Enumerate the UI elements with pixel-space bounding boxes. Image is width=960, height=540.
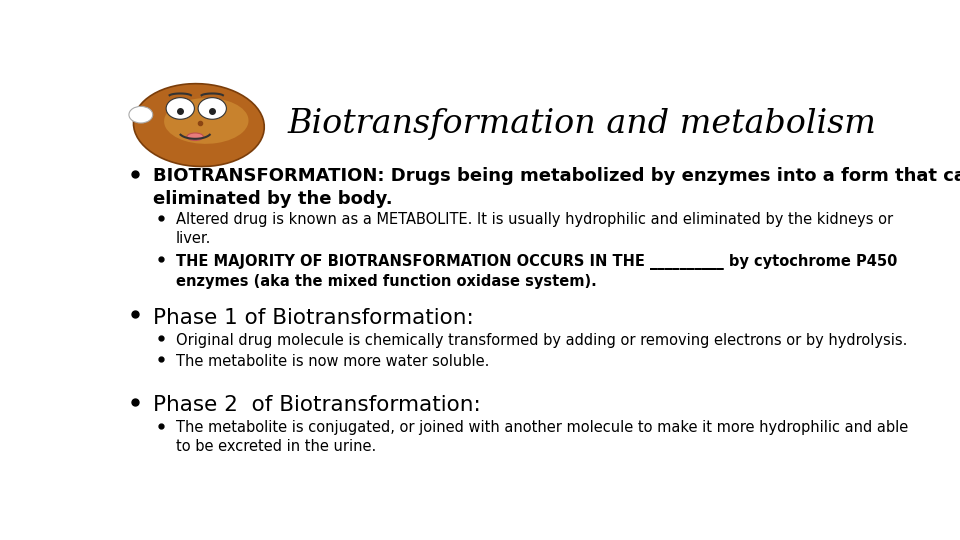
Ellipse shape — [129, 106, 153, 123]
Text: Biotransformation and metabolism: Biotransformation and metabolism — [287, 109, 876, 140]
Text: The metabolite is now more water soluble.: The metabolite is now more water soluble… — [176, 354, 490, 369]
Text: Phase 1 of Biotransformation:: Phase 1 of Biotransformation: — [154, 308, 474, 328]
Ellipse shape — [166, 98, 194, 119]
Ellipse shape — [187, 133, 204, 140]
Text: Phase 2  of Biotransformation:: Phase 2 of Biotransformation: — [154, 395, 481, 415]
Text: The metabolite is conjugated, or joined with another molecule to make it more hy: The metabolite is conjugated, or joined … — [176, 420, 908, 454]
Text: THE MAJORITY OF BIOTRANSFORMATION OCCURS IN THE __________ by cytochrome P450
en: THE MAJORITY OF BIOTRANSFORMATION OCCURS… — [176, 254, 898, 288]
Ellipse shape — [198, 98, 227, 119]
Text: BIOTRANSFORMATION: Drugs being metabolized by enzymes into a form that can be
el: BIOTRANSFORMATION: Drugs being metaboliz… — [154, 167, 960, 207]
Ellipse shape — [164, 98, 249, 144]
Ellipse shape — [133, 84, 264, 166]
Text: Altered drug is known as a METABOLITE. It is usually hydrophilic and eliminated : Altered drug is known as a METABOLITE. I… — [176, 212, 893, 246]
Text: Original drug molecule is chemically transformed by adding or removing electrons: Original drug molecule is chemically tra… — [176, 333, 907, 348]
